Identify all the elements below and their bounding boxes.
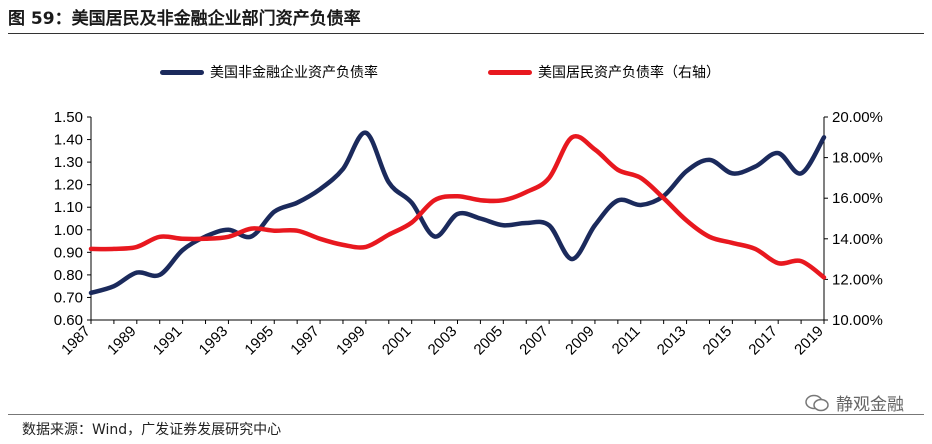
chart-legend: 美国非金融企业资产负债率 美国居民资产负债率（右轴） <box>0 62 932 86</box>
legend-label-corporate: 美国非金融企业资产负债率 <box>210 65 378 81</box>
right-tick-label: 12.00% <box>832 271 883 288</box>
watermark-text: 静观金融 <box>836 395 904 415</box>
x-tick-label: 2019 <box>791 323 827 359</box>
legend-swatch-corporate <box>160 69 204 75</box>
legend-swatch-household <box>488 69 532 75</box>
x-tick-label: 1989 <box>104 323 140 359</box>
legend-item-corporate: 美国非金融企业资产负债率 <box>160 62 378 82</box>
x-tick-label: 2003 <box>425 323 461 359</box>
x-tick-label: 2017 <box>745 323 781 359</box>
x-tick-label: 2001 <box>379 323 415 359</box>
series-line-corporate <box>88 130 827 296</box>
wechat-icon <box>805 394 829 411</box>
left-tick-label: 1.10 <box>54 199 83 216</box>
legend-item-household: 美国居民资产负债率（右轴） <box>488 62 720 82</box>
x-tick-label: 2005 <box>471 323 507 359</box>
left-tick-label: 0.80 <box>54 267 83 284</box>
x-tick-label: 1991 <box>150 323 186 359</box>
x-tick-label: 1997 <box>287 323 323 359</box>
x-tick-label: 2015 <box>700 323 736 359</box>
left-tick-label: 1.00 <box>54 222 83 239</box>
x-tick-label: 2011 <box>609 323 644 358</box>
title-divider <box>8 33 924 34</box>
right-tick-label: 10.00% <box>832 312 883 329</box>
left-tick-label: 0.90 <box>54 244 83 261</box>
left-tick-label: 1.20 <box>54 177 83 194</box>
left-tick-label: 1.50 <box>54 109 83 126</box>
right-tick-label: 18.00% <box>832 150 883 167</box>
x-tick-label: 2007 <box>516 323 552 359</box>
x-tick-label: 2013 <box>654 323 690 359</box>
right-tick-label: 20.00% <box>832 109 883 126</box>
left-tick-label: 1.30 <box>54 154 83 171</box>
line-chart: 0.60 0.70 0.80 0.90 1.00 1.10 1.20 1.30 1.40 1.50… <box>54 109 883 359</box>
x-tick-label: 1995 <box>241 323 277 359</box>
page-title: 图 59：美国居民及非金融企业部门资产负债率 <box>8 9 361 29</box>
left-tick-label: 0.60 <box>54 312 83 329</box>
right-tick-label: 14.00% <box>832 231 883 248</box>
left-tick-label: 1.40 <box>54 132 83 149</box>
series-line-household <box>88 134 827 280</box>
legend-label-household: 美国居民资产负债率（右轴） <box>538 65 720 81</box>
x-tick-label: 1999 <box>333 323 369 359</box>
source-note: 数据来源：Wind，广发证券发展研究中心 <box>22 422 282 438</box>
watermark: 静观金融 <box>804 390 904 415</box>
left-tick-label: 0.70 <box>54 289 83 306</box>
source-divider <box>8 414 924 415</box>
right-tick-label: 16.00% <box>832 190 883 207</box>
x-tick-label: 2009 <box>562 323 598 359</box>
x-tick-label: 1993 <box>196 323 232 359</box>
